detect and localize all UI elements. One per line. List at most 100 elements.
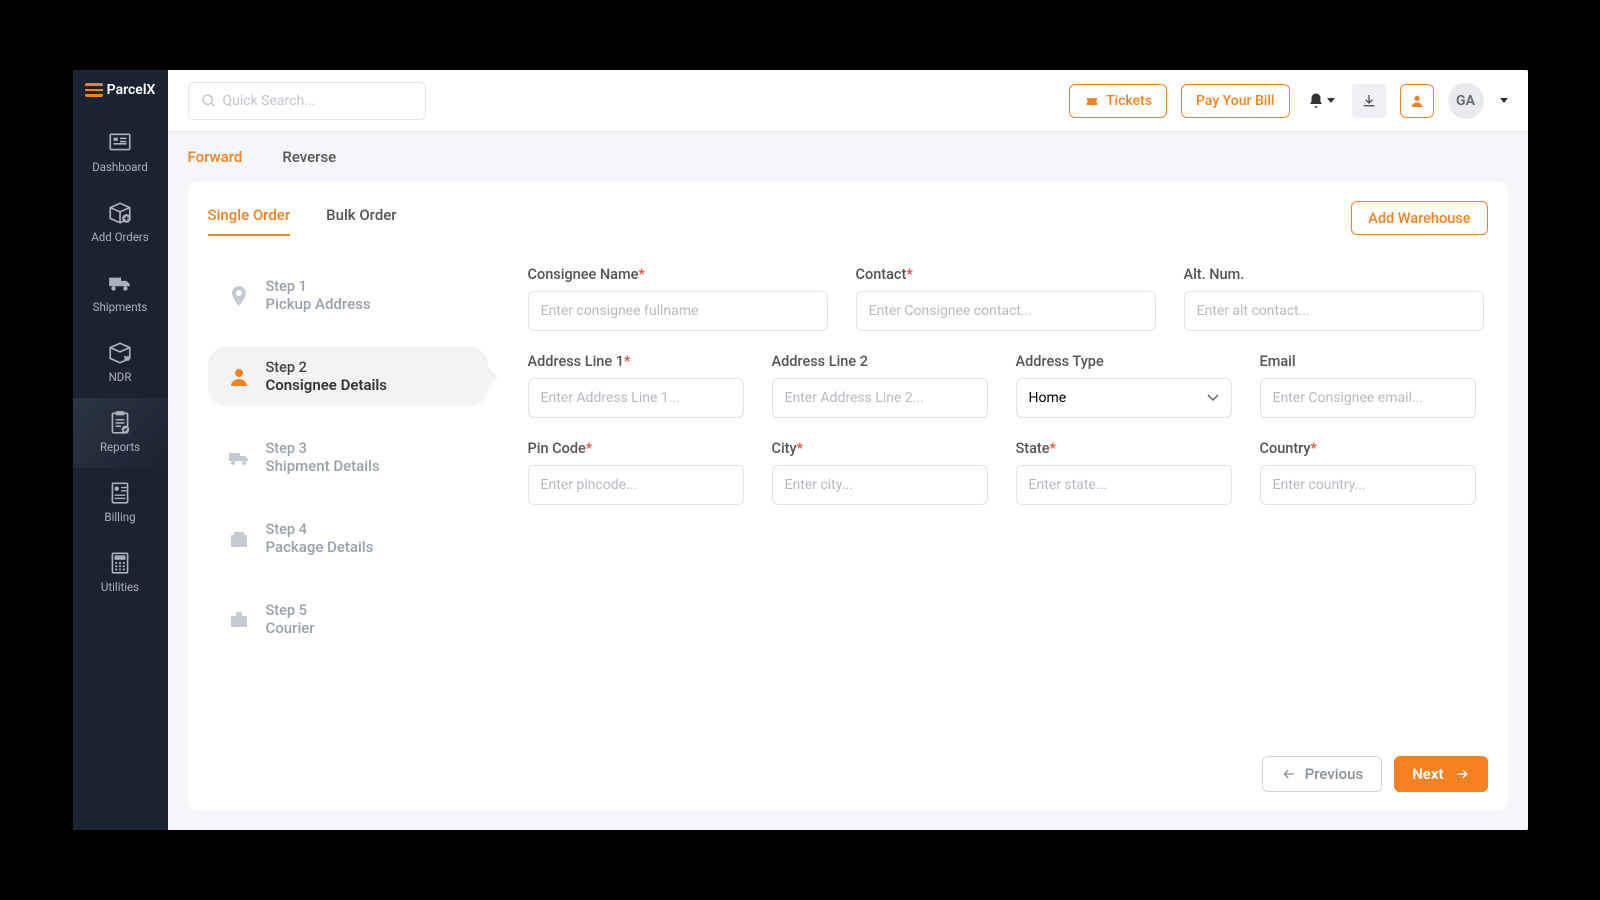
field-country: Country* xyxy=(1260,440,1476,505)
chevron-down-icon xyxy=(1327,98,1335,103)
sub-tabs: Single Order Bulk Order xyxy=(208,200,397,236)
tab-bulk-order[interactable]: Bulk Order xyxy=(326,200,396,236)
step-title: Shipment Details xyxy=(266,457,380,475)
topbar: Tickets Pay Your Bill GA xyxy=(168,70,1528,132)
field-email: Email xyxy=(1260,353,1476,418)
tickets-label: Tickets xyxy=(1106,93,1152,109)
ticket-icon xyxy=(1084,94,1100,108)
truck-icon xyxy=(106,272,134,294)
alt-num-input[interactable] xyxy=(1184,291,1484,331)
sidebar-item-shipments[interactable]: Shipments xyxy=(73,258,168,328)
step-package-details[interactable]: Step 4 Package Details xyxy=(208,509,488,568)
pay-bill-button[interactable]: Pay Your Bill xyxy=(1181,84,1289,118)
field-state: State* xyxy=(1016,440,1232,505)
label-pincode: Pin Code* xyxy=(528,440,744,457)
field-address-line-1: Address Line 1* xyxy=(528,353,744,418)
previous-label: Previous xyxy=(1305,765,1364,783)
brand-name: ParcelX xyxy=(107,82,156,98)
next-label: Next xyxy=(1412,765,1443,783)
box-x-icon xyxy=(106,342,134,364)
sidebar: ParcelX Dashboard Add Orders Shipments N… xyxy=(73,70,168,830)
main-content: Tickets Pay Your Bill GA Forward Reverse xyxy=(168,70,1528,830)
arrow-right-icon xyxy=(1454,767,1470,781)
sidebar-item-label: Dashboard xyxy=(92,160,148,174)
box-plus-icon xyxy=(106,202,134,224)
field-city: City* xyxy=(772,440,988,505)
field-alt-num: Alt. Num. xyxy=(1184,266,1484,331)
addr-type-select[interactable]: Home xyxy=(1016,378,1232,418)
step-title: Pickup Address xyxy=(266,295,371,313)
step-title: Courier xyxy=(266,619,315,637)
pay-bill-label: Pay Your Bill xyxy=(1196,93,1274,109)
sidebar-item-add-orders[interactable]: Add Orders xyxy=(73,188,168,258)
sidebar-item-label: Utilities xyxy=(101,580,139,594)
sidebar-item-label: Shipments xyxy=(93,300,148,314)
label-addr1: Address Line 1* xyxy=(528,353,744,370)
search-icon xyxy=(201,93,217,109)
main-tabs: Forward Reverse xyxy=(168,132,1528,182)
pincode-input[interactable] xyxy=(528,465,744,505)
city-input[interactable] xyxy=(772,465,988,505)
step-shipment-details[interactable]: Step 3 Shipment Details xyxy=(208,428,488,487)
sidebar-item-reports[interactable]: Reports xyxy=(73,398,168,468)
step-number: Step 1 xyxy=(266,278,371,295)
stepper: Step 1 Pickup Address Step 2 Consignee D… xyxy=(208,266,488,792)
step-number: Step 3 xyxy=(266,440,380,457)
download-button[interactable] xyxy=(1352,84,1386,118)
search-input[interactable] xyxy=(223,93,413,109)
tab-reverse[interactable]: Reverse xyxy=(282,136,336,178)
field-address-type: Address Type Home xyxy=(1016,353,1232,418)
user-icon xyxy=(1409,93,1425,109)
form-footer: Previous Next xyxy=(528,736,1488,792)
invoice-icon xyxy=(106,482,134,504)
tickets-button[interactable]: Tickets xyxy=(1069,84,1167,118)
label-state: State* xyxy=(1016,440,1232,457)
sidebar-item-label: Billing xyxy=(104,510,135,524)
truck-icon xyxy=(226,445,252,471)
card-header: Single Order Bulk Order Add Warehouse xyxy=(208,200,1488,236)
tab-forward[interactable]: Forward xyxy=(188,136,243,178)
sidebar-item-dashboard[interactable]: Dashboard xyxy=(73,118,168,188)
consignee-form: Consignee Name* Contact* Alt. Num. xyxy=(528,266,1488,792)
notifications-button[interactable] xyxy=(1304,84,1338,118)
email-input[interactable] xyxy=(1260,378,1476,418)
arrow-left-icon xyxy=(1281,767,1297,781)
label-email: Email xyxy=(1260,353,1476,370)
download-icon xyxy=(1361,93,1377,109)
step-courier[interactable]: Step 5 Courier xyxy=(208,590,488,649)
step-number: Step 5 xyxy=(266,602,315,619)
next-button[interactable]: Next xyxy=(1394,756,1487,792)
search-box[interactable] xyxy=(188,82,426,120)
addr2-input[interactable] xyxy=(772,378,988,418)
clipboard-icon xyxy=(106,412,134,434)
user-button[interactable] xyxy=(1400,84,1434,118)
package-icon xyxy=(226,526,252,552)
previous-button[interactable]: Previous xyxy=(1262,756,1383,792)
label-country: Country* xyxy=(1260,440,1476,457)
chevron-down-icon xyxy=(1500,98,1508,103)
sidebar-item-ndr[interactable]: NDR xyxy=(73,328,168,398)
avatar[interactable]: GA xyxy=(1448,83,1484,119)
field-pincode: Pin Code* xyxy=(528,440,744,505)
contact-input[interactable] xyxy=(856,291,1156,331)
label-consignee-name: Consignee Name* xyxy=(528,266,828,283)
step-pickup-address[interactable]: Step 1 Pickup Address xyxy=(208,266,488,325)
field-contact: Contact* xyxy=(856,266,1156,331)
label-addr2: Address Line 2 xyxy=(772,353,988,370)
brand-logo: ParcelX xyxy=(85,82,156,98)
addr1-input[interactable] xyxy=(528,378,744,418)
calculator-icon xyxy=(106,552,134,574)
sidebar-item-utilities[interactable]: Utilities xyxy=(73,538,168,608)
country-input[interactable] xyxy=(1260,465,1476,505)
order-card: Single Order Bulk Order Add Warehouse St… xyxy=(188,182,1508,810)
step-title: Package Details xyxy=(266,538,374,556)
brand-logo-icon xyxy=(85,83,103,97)
sidebar-item-billing[interactable]: Billing xyxy=(73,468,168,538)
tab-single-order[interactable]: Single Order xyxy=(208,200,291,236)
state-input[interactable] xyxy=(1016,465,1232,505)
consignee-name-input[interactable] xyxy=(528,291,828,331)
label-addr-type: Address Type xyxy=(1016,353,1232,370)
step-consignee-details[interactable]: Step 2 Consignee Details xyxy=(208,347,488,406)
dashboard-icon xyxy=(106,132,134,154)
add-warehouse-button[interactable]: Add Warehouse xyxy=(1351,201,1487,235)
